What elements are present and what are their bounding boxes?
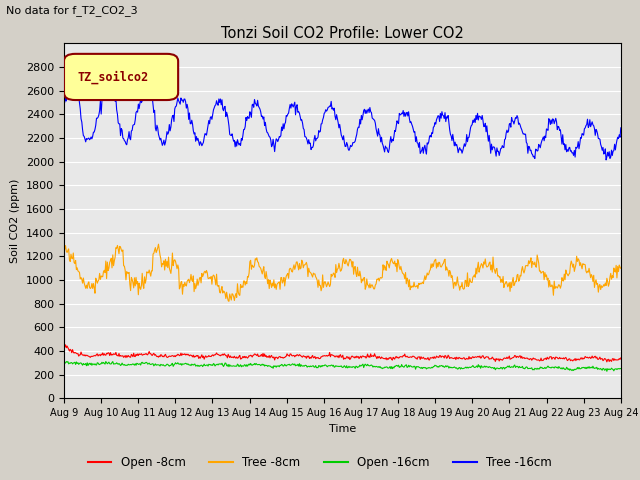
Text: No data for f_T2_CO2_3: No data for f_T2_CO2_3 bbox=[6, 5, 138, 16]
Y-axis label: Soil CO2 (ppm): Soil CO2 (ppm) bbox=[10, 179, 20, 263]
FancyBboxPatch shape bbox=[64, 54, 178, 100]
Legend: Open -8cm, Tree -8cm, Open -16cm, Tree -16cm: Open -8cm, Tree -8cm, Open -16cm, Tree -… bbox=[83, 452, 557, 474]
Text: TZ_soilco2: TZ_soilco2 bbox=[78, 70, 149, 84]
Title: Tonzi Soil CO2 Profile: Lower CO2: Tonzi Soil CO2 Profile: Lower CO2 bbox=[221, 25, 464, 41]
X-axis label: Time: Time bbox=[329, 424, 356, 433]
